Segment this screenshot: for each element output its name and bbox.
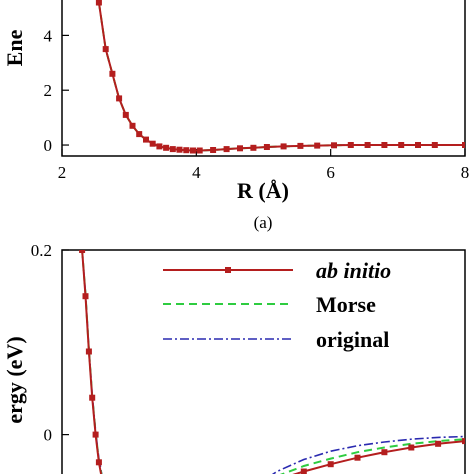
- panel-a-y-tick-label-2: 2: [44, 81, 53, 100]
- panel-b-ylabel: ergy (eV): [2, 336, 27, 423]
- panel-a-series-ab-initio-point: [347, 142, 354, 148]
- panel-b-series-ab-initio-point: [462, 438, 465, 445]
- panel-a-series-ab-initio-point: [263, 144, 270, 150]
- panel-b-y-tick-label-0-2: 0.2: [31, 241, 52, 260]
- panel-a-series: [95, 0, 465, 154]
- panel-b-series: [79, 250, 465, 474]
- panel-a-ylabel: Ene: [2, 29, 27, 66]
- panel-b-series-ab-initio-point: [408, 444, 415, 451]
- panel-a-x-tick-label-2: 2: [58, 163, 67, 182]
- panel-a-series-original-line: [98, 2, 465, 152]
- legend-entry-morse: Morse: [163, 292, 376, 317]
- panel-a-y-tick-label-0: 0: [44, 136, 53, 155]
- panel-a-x-tick-label-8: 8: [461, 163, 470, 182]
- panel-a-series-ab-initio-point: [176, 146, 183, 153]
- panel-a-frame: [61, 0, 466, 157]
- panel-a-x-tick-label-4: 4: [192, 163, 201, 182]
- panel-a-y-tick-label-4: 4: [44, 26, 53, 45]
- panel-b-series-ab-initio-line: [81, 250, 465, 474]
- panel-b-series-ab-initio-point: [89, 394, 96, 401]
- panel-a-series-ab-initio-point: [250, 144, 257, 151]
- panel-b-y-tick-label-0: 0: [44, 426, 53, 445]
- panel-a-caption: (a): [254, 213, 273, 232]
- panel-b: ergy (eV) 00.2 ab initio Morse original: [2, 241, 466, 474]
- panel-b-series-ab-initio-point: [327, 461, 334, 468]
- panel-a-xlabel: R (Å): [237, 178, 289, 203]
- panel-a-series-ab-initio-point: [95, 0, 102, 6]
- panel-b-series-ab-initio-point: [82, 293, 89, 300]
- panel-a-series-ab-initio-point: [364, 142, 371, 148]
- panel-a-series-ab-initio-point: [431, 142, 438, 148]
- panel-b-series-ab-initio-point: [300, 468, 307, 474]
- panel-a-series-ab-initio-point: [109, 70, 116, 77]
- panel-b-series-ab-initio-point: [381, 449, 388, 456]
- panel-a-series-ab-initio-point: [210, 147, 217, 153]
- panel-a-y-ticks: 0 2 4: [44, 26, 69, 155]
- panel-a-series-ab-initio-point: [143, 136, 149, 143]
- panel-a-series-ab-initio-point: [280, 143, 287, 150]
- legend-entry-original: original: [163, 327, 389, 352]
- panel-a-series-ab-initio-point: [314, 142, 321, 149]
- panel-a-series-ab-initio-point: [223, 146, 230, 153]
- panel-a-series-ab-initio-point: [102, 46, 109, 53]
- panel-a-series-ab-initio-point: [129, 122, 136, 129]
- panel-a-series-ab-initio-point: [156, 143, 163, 150]
- legend-marker-ab-initio: [225, 267, 231, 273]
- legend: ab initio Morse original: [163, 258, 391, 352]
- panel-a-series-ab-initio-point: [196, 147, 203, 154]
- panel-a-series-ab-initio-point: [331, 142, 337, 149]
- legend-label-ab-initio: ab initio: [316, 258, 391, 283]
- panel-a-series-ab-initio-point: [149, 140, 156, 147]
- panel-b-series-ab-initio-point: [354, 454, 361, 461]
- panel-a-series-ab-initio-point: [297, 142, 304, 149]
- panel-b-series-ab-initio-point: [85, 348, 92, 355]
- panel-b-series-ab-initio-point: [79, 250, 86, 253]
- panel-a-series-ab-initio-point: [183, 147, 190, 154]
- panel-a-series-ab-initio-point: [398, 142, 405, 148]
- panel-a-series-ab-initio-point: [381, 142, 388, 148]
- panel-b-series-ab-initio-point: [435, 440, 442, 447]
- panel-a-series-ab-initio-point: [136, 131, 143, 138]
- panel-b-y-ticks: 00.2: [31, 241, 69, 445]
- panel-a-series-ab-initio-point: [116, 95, 123, 102]
- panel-b-series-original-line: [81, 250, 465, 474]
- panel-a-series-morse-line: [97, 2, 465, 152]
- panel-a-series-ab-initio-point: [169, 146, 176, 153]
- legend-entry-ab-initio: ab initio: [163, 258, 391, 283]
- panel-a-series-ab-initio-point: [237, 145, 243, 152]
- panel-b-series-ab-initio-point: [95, 459, 102, 466]
- panel-a-series-ab-initio-point: [122, 111, 129, 118]
- panel-a-x-tick-label-6: 6: [326, 163, 335, 182]
- panel-a-series-ab-initio-point: [163, 144, 170, 151]
- panel-a-series-ab-initio-point: [415, 142, 421, 148]
- panel-b-series-morse-line: [81, 250, 465, 474]
- panel-a-series-ab-initio-line: [97, 2, 465, 152]
- legend-label-original: original: [316, 327, 389, 352]
- panel-a-series-ab-initio-point: [190, 147, 196, 154]
- legend-label-morse: Morse: [316, 292, 376, 317]
- panel-a-series-ab-initio-point: [462, 142, 465, 148]
- panel-b-frame: [61, 249, 466, 474]
- panel-b-series-ab-initio-point: [92, 431, 99, 438]
